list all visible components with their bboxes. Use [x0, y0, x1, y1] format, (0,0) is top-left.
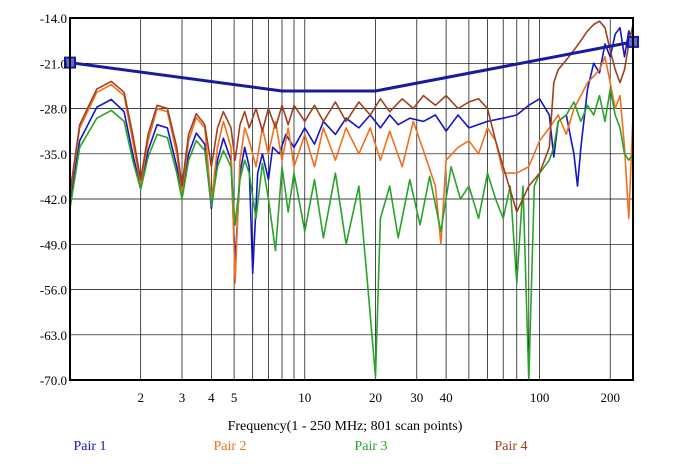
x-tick-label: 30: [410, 390, 423, 405]
x-tick-label: 200: [600, 390, 620, 405]
y-tick-label: -28.0: [40, 102, 67, 117]
series-line-pair-2: [69, 55, 634, 284]
y-tick-label: -35.0: [40, 147, 67, 162]
series-line-pair-3: [69, 88, 634, 381]
legend-item: Pair 2: [213, 439, 246, 454]
x-tick-label: 20: [369, 390, 382, 405]
x-axis-label: Frequency(1 - 250 MHz; 801 scan points): [228, 419, 463, 434]
y-tick-label: -21.0: [40, 56, 67, 71]
legend-item: Pair 4: [494, 439, 527, 454]
y-tick-label: -63.0: [40, 328, 67, 343]
plot-frame: [69, 17, 634, 381]
y-tick-label: -70.0: [40, 373, 67, 388]
x-tick-label: 100: [530, 390, 550, 405]
x-tick-labels: 2 3 4 5 10 20 30 40 100 200: [137, 390, 620, 405]
x-tick-label: 5: [231, 390, 238, 405]
y-tick-label: -42.0: [40, 192, 67, 207]
x-tick-label: 3: [179, 390, 186, 405]
y-tick-labels: -14.0 -21.0 -28.0 -35.0 -42.0 -49.0 -56.0 -63.0…: [40, 11, 67, 388]
y-tick-label: -14.0: [40, 11, 67, 26]
legend-item: Pair 1: [73, 439, 106, 454]
x-tick-label: 10: [298, 390, 311, 405]
x-tick-label: 40: [440, 390, 453, 405]
y-tick-label: -49.0: [40, 237, 67, 252]
legend: Pair 1 Pair 2 Pair 3 Pair 4: [73, 439, 527, 454]
limit-line-path: [69, 40, 634, 93]
legend-item: Pair 3: [354, 439, 387, 454]
y-tick-label: -56.0: [40, 283, 67, 298]
x-tick-label: 4: [208, 390, 215, 405]
x-tick-label: 2: [137, 390, 144, 405]
